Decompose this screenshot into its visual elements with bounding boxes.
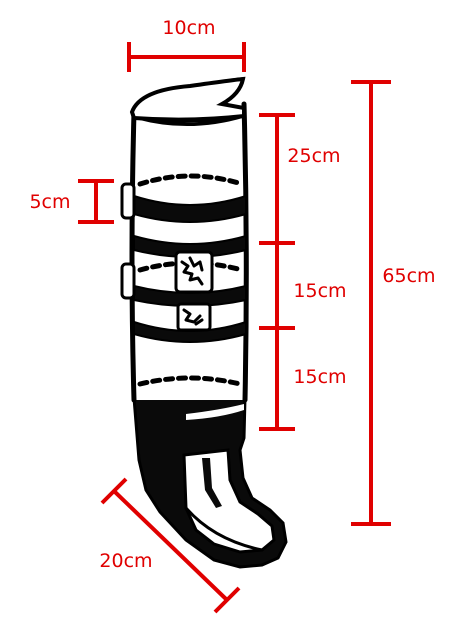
dimension-total-height: 65cm — [351, 80, 436, 526]
boot-shaft-right-edge — [241, 101, 249, 403]
boot-band-upper — [133, 194, 247, 223]
label-middle-section: 15cm — [293, 280, 346, 302]
boot-band-middle-b — [133, 284, 247, 307]
boot-heel-stripe — [186, 404, 244, 420]
boot-top-cuff — [129, 76, 246, 122]
label-foot-length: 20cm — [99, 550, 152, 572]
boot-foot-strap — [202, 458, 222, 508]
boot-side-tab-lower — [120, 262, 136, 300]
dimension-sections: 25cm 15cm 15cm — [259, 113, 347, 431]
boot-buckle-lower — [176, 302, 212, 332]
label-total-height: 65cm — [382, 265, 435, 287]
boot-band-lower-ring — [133, 320, 247, 343]
boot-foot-crease — [184, 506, 264, 552]
dimension-foot-length: 20cm — [99, 477, 241, 614]
boot-lower-dashes — [137, 375, 243, 387]
boot-top-opening — [136, 114, 246, 127]
boot-buckle-upper-texture — [180, 256, 204, 286]
label-top-width: 10cm — [162, 17, 215, 39]
label-ring-height: 5cm — [29, 191, 70, 213]
boot-band-upper-dashes — [137, 173, 245, 187]
dimension-top-width: 10cm — [127, 17, 246, 72]
boot-buckle-upper — [174, 250, 214, 294]
dimension-ring-height: 5cm — [29, 179, 114, 224]
boot-side-tab-upper — [120, 182, 136, 220]
label-lower-section: 15cm — [293, 366, 346, 388]
label-upper-section: 25cm — [287, 145, 340, 167]
dimension-lines: 10cm 5cm 25cm 15cm 15cm 65cm — [29, 17, 436, 614]
boot-band-middle-a — [133, 234, 247, 258]
boot-shaft-left-edge — [129, 109, 137, 403]
boot-buckle-lower-texture — [182, 308, 204, 326]
boot-illustration — [120, 76, 288, 569]
